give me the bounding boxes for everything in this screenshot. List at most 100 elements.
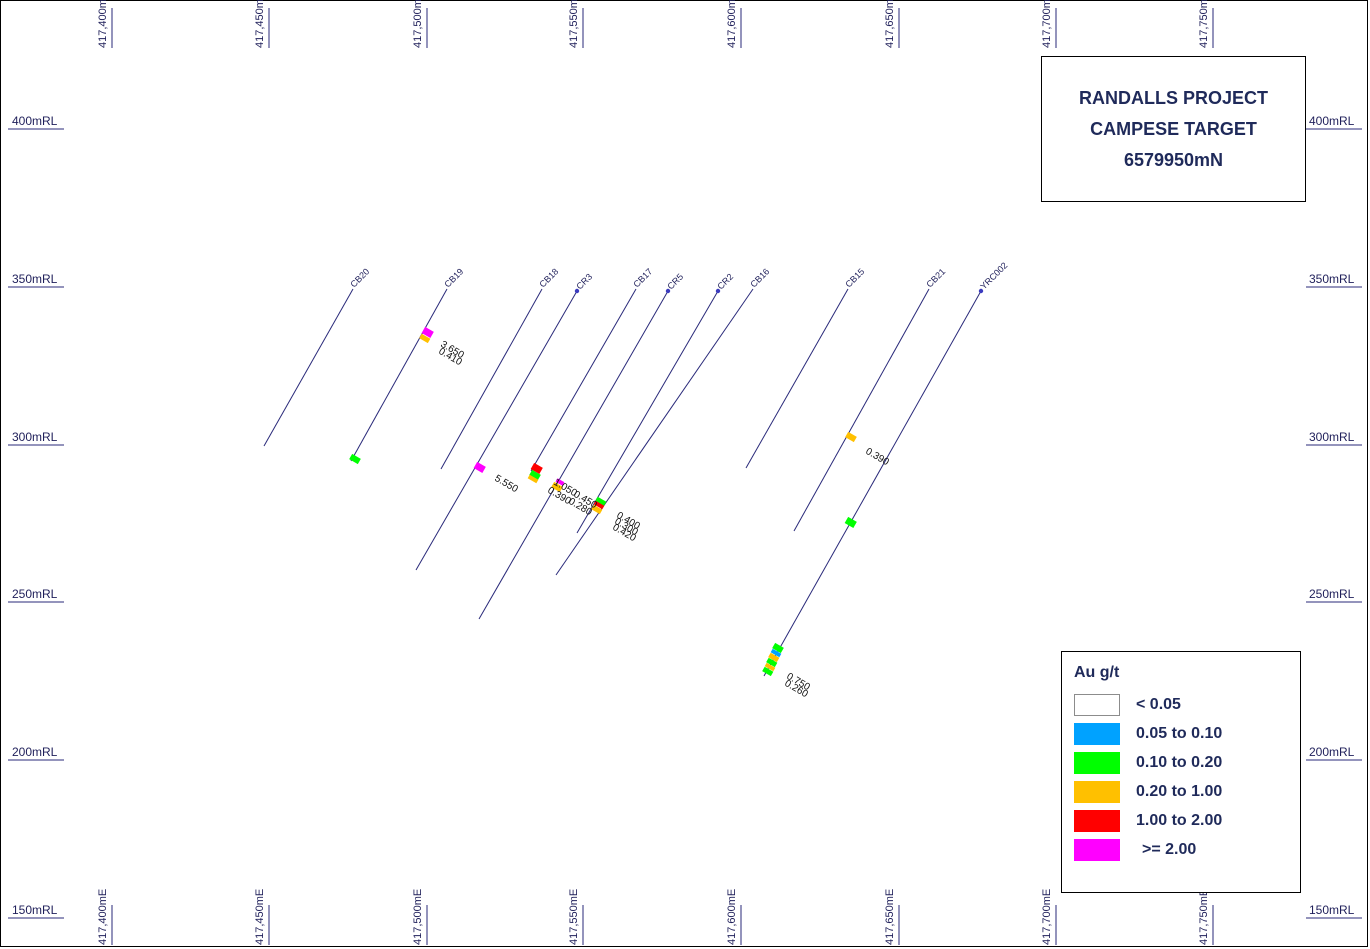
rl-label: 250mRL [12, 587, 58, 601]
interval-yrc002-005-010 [770, 648, 782, 658]
assay-intervals [349, 326, 857, 677]
rl-label: 400mRL [12, 114, 58, 128]
legend-label: < 0.05 [1136, 696, 1181, 713]
drillhole-trace-cb17 [530, 288, 637, 472]
easting-label: 417,400mE [97, 889, 109, 945]
interval-cr3-ge2 [473, 461, 486, 473]
drillhole-trace-cr5 [478, 290, 669, 620]
rl-label: 250mRL [1309, 587, 1355, 601]
hole-label-cr2: CR2 [715, 272, 735, 292]
hole-label-cr3: CR3 [574, 272, 594, 292]
interval-cb17-020-100 [527, 474, 539, 484]
easting-label: 417,450mE [254, 889, 266, 945]
interval-yrc002-010-020-b [766, 657, 778, 668]
legend-label: 1.00 to 2.00 [1136, 812, 1223, 829]
collar-cr5 [665, 288, 671, 294]
hole-label-cr5: CR5 [665, 272, 685, 292]
drillhole-trace-cb19 [350, 288, 448, 462]
legend-item: >= 2.00 [1074, 838, 1196, 862]
easting-label: 417,600mE [726, 889, 738, 945]
rl-label: 200mRL [12, 745, 58, 759]
legend-swatch [1074, 752, 1120, 774]
rl-label: 400mRL [1309, 114, 1355, 128]
legend-title: Au g/t [1074, 664, 1120, 681]
interval-cb20-010-020 [349, 453, 361, 465]
interval-yrc002-020-100-b [764, 662, 776, 672]
collar-yrc002 [978, 288, 984, 294]
interval-yrc002-010-020 [772, 642, 784, 654]
hole-label-cb17: CB17 [631, 266, 654, 289]
legend-label: >= 2.00 [1142, 841, 1197, 858]
assay-value: 5.550 [493, 473, 521, 495]
hole-label-cb21: CB21 [924, 266, 947, 289]
hole-label-cb20: CB20 [348, 266, 371, 289]
rl-label: 350mRL [1309, 272, 1355, 286]
drillhole-trace-cb15 [745, 288, 849, 469]
easting-label: 417,550mE [568, 0, 580, 48]
collar-cr2 [715, 288, 721, 294]
rl-ticks [8, 128, 1362, 919]
easting-label: 417,400mE [97, 0, 109, 48]
rl-label: 300mRL [1309, 430, 1355, 444]
interval-cb17-100-200 [530, 462, 543, 474]
easting-label: 417,750mE [1198, 889, 1210, 945]
project-name: RANDALLS PROJECT [1078, 87, 1268, 108]
interval-yrc002-010-020-upper [844, 516, 857, 528]
easting-label: 417,700mE [1041, 889, 1053, 945]
easting-label: 417,600mE [726, 0, 738, 48]
interval-cb19-ge2 [421, 326, 434, 338]
hole-label-yrc002: YRC002 [978, 260, 1009, 291]
collar-cr3 [574, 288, 580, 294]
bottom-easting-labels: 417,400mE 417,450mE 417,500mE 417,550mE … [97, 889, 1210, 945]
interval-yrc002-020-100 [768, 652, 780, 663]
easting-label: 417,450mE [254, 0, 266, 48]
drillhole-traces [263, 288, 982, 677]
section-northing: 6579950mN [1123, 149, 1224, 170]
drillhole-trace-cb20 [263, 288, 354, 447]
grade-legend: Au g/t < 0.05 0.05 to 0.10 0.10 to 0.20 … [1061, 651, 1301, 893]
rl-labels-left: 400mRL 350mRL 300mRL 250mRL 200mRL 150mR… [12, 114, 58, 917]
drillhole-trace-cr2 [576, 290, 719, 534]
easting-label: 417,500mE [412, 0, 424, 48]
easting-label: 417,550mE [568, 889, 580, 945]
bottom-easting-ticks [111, 905, 1214, 945]
legend-item: 0.10 to 0.20 [1074, 751, 1222, 775]
rl-label: 350mRL [12, 272, 58, 286]
rl-label: 150mRL [1309, 903, 1355, 917]
legend-label: 0.05 to 0.10 [1136, 725, 1223, 742]
interval-cr2-010-020 [595, 496, 607, 507]
legend-item: 0.05 to 0.10 [1074, 722, 1222, 746]
rl-label: 300mRL [12, 430, 58, 444]
hole-label-cb16: CB16 [748, 266, 771, 289]
drillhole-trace-cb21 [793, 288, 930, 532]
easting-label: 417,700mE [1041, 0, 1053, 48]
legend-swatch [1074, 810, 1120, 832]
rl-label: 150mRL [12, 903, 58, 917]
project-title-box: RANDALLS PROJECT CAMPESE TARGET 6579950m… [1041, 56, 1306, 202]
drillhole-trace-cb18 [440, 288, 543, 470]
legend-label: 0.10 to 0.20 [1136, 754, 1223, 771]
interval-cr5-ge2 [555, 478, 565, 486]
interval-cb19-020-100 [419, 333, 431, 344]
easting-label: 417,650mE [884, 889, 896, 945]
easting-label: 417,500mE [412, 889, 424, 945]
drillhole-names: CB20 CB19 CB18 CR3 CB17 CR5 CR2 CB16 CB1… [348, 260, 1009, 291]
rl-label: 200mRL [1309, 745, 1355, 759]
interval-cr5-020-100 [551, 481, 563, 493]
interval-cr2-100-200 [593, 500, 605, 510]
target-name: CAMPESE TARGET [1090, 118, 1257, 139]
easting-label: 417,650mE [884, 0, 896, 48]
top-easting-labels: 417,400mE 417,450mE 417,500mE 417,550mE … [97, 0, 1210, 48]
legend-label: 0.20 to 1.00 [1136, 783, 1223, 800]
hole-label-cb19: CB19 [442, 266, 465, 289]
interval-cr2-020-100 [591, 504, 603, 515]
interval-cb21-020-100 [845, 431, 857, 443]
legend-swatch [1074, 839, 1120, 861]
drillhole-trace-cr3 [415, 290, 578, 571]
drillhole-trace-cb16 [555, 288, 754, 576]
legend-item: < 0.05 [1074, 693, 1181, 717]
hole-label-cb15: CB15 [843, 266, 866, 289]
assay-value: 0.390 [864, 446, 892, 468]
